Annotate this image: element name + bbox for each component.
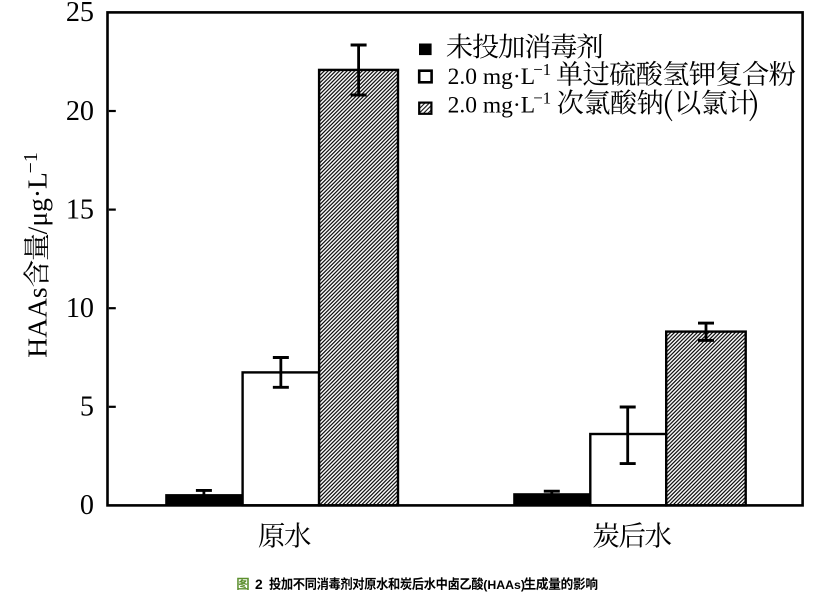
svg-text:HAAs: HAAs (22, 287, 53, 357)
svg-text:25: 25 (66, 0, 94, 28)
svg-text:0: 0 (80, 490, 94, 521)
svg-text:20: 20 (66, 96, 94, 127)
svg-text:−1: −1 (533, 60, 551, 79)
svg-text:−1: −1 (20, 152, 42, 173)
svg-text:2.0 mg·L: 2.0 mg·L (448, 92, 535, 118)
svg-text:2: 2 (255, 577, 263, 592)
svg-text:−1: −1 (533, 88, 551, 107)
svg-text:2.0 mg·L: 2.0 mg·L (448, 64, 535, 90)
svg-text:/μg·L: /μg·L (22, 172, 53, 234)
svg-text:10: 10 (66, 293, 94, 324)
svg-text:15: 15 (66, 194, 94, 225)
svg-text:(HAAs): (HAAs) (483, 578, 525, 592)
svg-text:5: 5 (80, 392, 94, 423)
